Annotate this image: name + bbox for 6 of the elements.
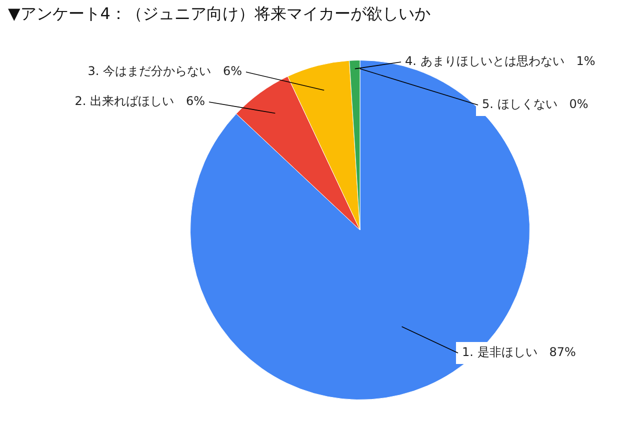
- category-label: 5. ほしくない 0%: [482, 97, 588, 112]
- slice-label: 2. 出来ればほしい 6%: [74, 94, 206, 108]
- slice-label: 1. 是非ほしい 87%: [462, 345, 576, 360]
- slice-label: 3. 今はまだ分からない 6%: [88, 64, 242, 78]
- chart-title: ▼アンケート4：（ジュニア向け）将来マイカーが欲しいか: [8, 4, 430, 25]
- slice-label: 4. あまりほしいとは思わない 1%: [405, 54, 596, 68]
